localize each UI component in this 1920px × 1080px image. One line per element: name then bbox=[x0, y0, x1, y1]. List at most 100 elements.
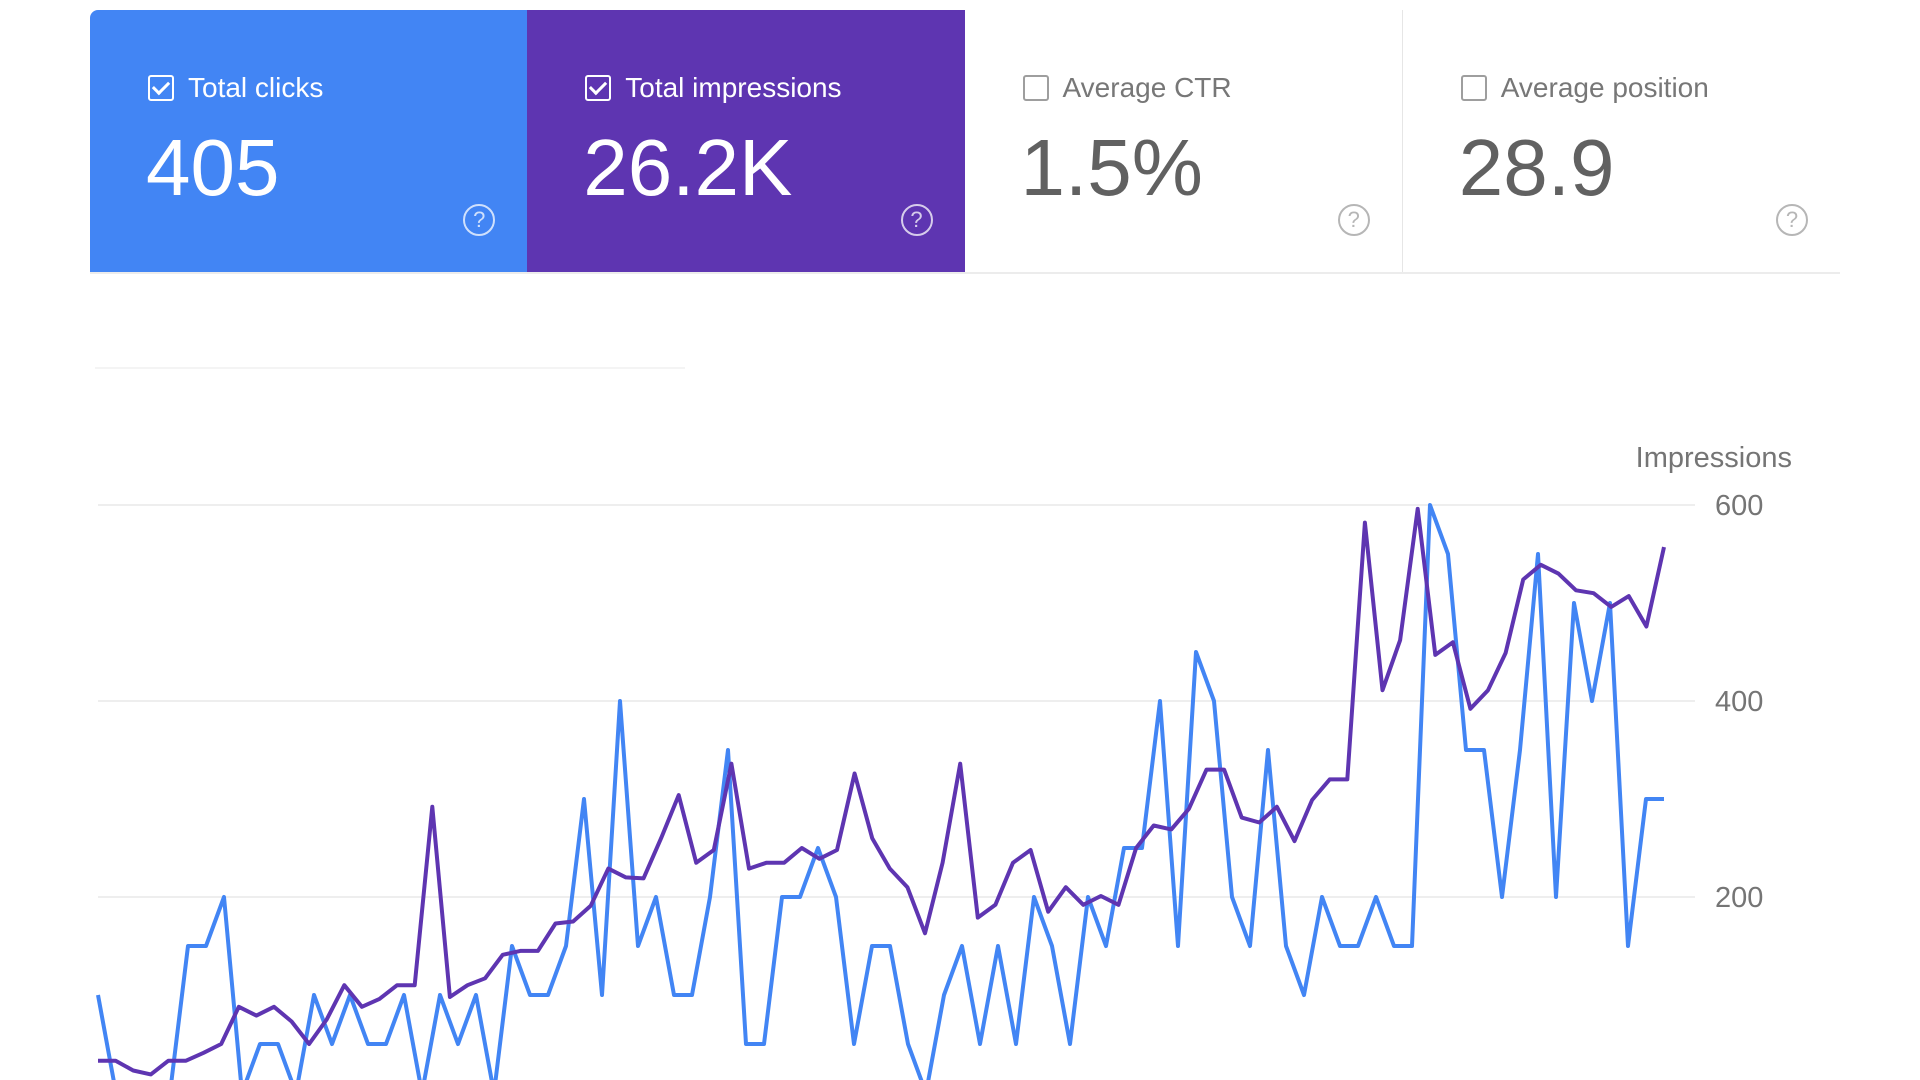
data-point-impressions[interactable] bbox=[549, 917, 561, 929]
data-point-clicks[interactable] bbox=[452, 1038, 464, 1050]
data-point-impressions[interactable] bbox=[462, 979, 474, 991]
checkbox-unchecked-icon[interactable] bbox=[1460, 75, 1487, 101]
data-point-impressions[interactable] bbox=[321, 1014, 333, 1026]
data-point-clicks[interactable] bbox=[1010, 1038, 1022, 1050]
data-point-impressions[interactable] bbox=[1482, 684, 1494, 696]
help-icon[interactable]: ? bbox=[900, 204, 933, 236]
data-point-impressions[interactable] bbox=[954, 758, 966, 770]
data-point-impressions[interactable] bbox=[1588, 587, 1600, 599]
data-point-impressions[interactable] bbox=[162, 1055, 174, 1067]
help-icon[interactable]: ? bbox=[1337, 204, 1370, 236]
data-point-clicks[interactable] bbox=[1046, 940, 1058, 952]
data-point-clicks[interactable] bbox=[182, 940, 194, 952]
data-point-impressions[interactable] bbox=[215, 1038, 227, 1050]
data-point-impressions[interactable] bbox=[268, 1001, 280, 1013]
data-point-clicks[interactable] bbox=[1370, 891, 1382, 903]
data-point-impressions[interactable] bbox=[585, 900, 597, 912]
data-point-impressions[interactable] bbox=[233, 1001, 245, 1013]
data-point-clicks[interactable] bbox=[1658, 793, 1670, 805]
data-point-impressions[interactable] bbox=[1306, 794, 1318, 806]
data-point-impressions[interactable] bbox=[1113, 899, 1125, 911]
data-point-impressions[interactable] bbox=[884, 863, 896, 875]
data-point-clicks[interactable] bbox=[956, 940, 968, 952]
data-point-clicks[interactable] bbox=[1586, 695, 1598, 707]
data-point-clicks[interactable] bbox=[560, 940, 572, 952]
data-point-clicks[interactable] bbox=[668, 989, 680, 1001]
data-point-clicks[interactable] bbox=[218, 891, 230, 903]
data-point-clicks[interactable] bbox=[1064, 1038, 1076, 1050]
data-point-clicks[interactable] bbox=[1406, 940, 1418, 952]
data-point-impressions[interactable] bbox=[532, 945, 544, 957]
data-point-impressions[interactable] bbox=[497, 949, 509, 961]
data-point-clicks[interactable] bbox=[650, 891, 662, 903]
data-point-impressions[interactable] bbox=[1429, 649, 1441, 661]
data-point-clicks[interactable] bbox=[1298, 989, 1310, 1001]
data-point-clicks[interactable] bbox=[1028, 891, 1040, 903]
data-point-clicks[interactable] bbox=[992, 940, 1004, 952]
data-point-impressions[interactable] bbox=[180, 1055, 192, 1067]
data-point-clicks[interactable] bbox=[794, 891, 806, 903]
data-point-clicks[interactable] bbox=[1244, 940, 1256, 952]
data-point-clicks[interactable] bbox=[398, 989, 410, 1001]
data-point-impressions[interactable] bbox=[1218, 764, 1230, 776]
data-point-clicks[interactable] bbox=[1550, 891, 1562, 903]
metric-card-average-position[interactable]: Average position 28.9 ? bbox=[1403, 10, 1840, 272]
data-point-impressions[interactable] bbox=[655, 832, 667, 844]
data-point-clicks[interactable] bbox=[704, 891, 716, 903]
data-point-impressions[interactable] bbox=[1130, 842, 1142, 854]
data-point-clicks[interactable] bbox=[740, 1038, 752, 1050]
data-point-impressions[interactable] bbox=[303, 1038, 315, 1050]
data-point-clicks[interactable] bbox=[1208, 695, 1220, 707]
data-point-clicks[interactable] bbox=[848, 1038, 860, 1050]
data-point-impressions[interactable] bbox=[374, 993, 386, 1005]
data-point-clicks[interactable] bbox=[254, 1038, 266, 1050]
data-point-clicks[interactable] bbox=[866, 940, 878, 952]
data-point-impressions[interactable] bbox=[796, 842, 808, 854]
data-point-impressions[interactable] bbox=[1535, 559, 1547, 571]
data-point-impressions[interactable] bbox=[92, 1055, 104, 1067]
data-point-impressions[interactable] bbox=[919, 927, 931, 939]
data-point-impressions[interactable] bbox=[1570, 584, 1582, 596]
data-point-impressions[interactable] bbox=[761, 857, 773, 869]
data-point-clicks[interactable] bbox=[1172, 940, 1184, 952]
data-point-impressions[interactable] bbox=[620, 871, 632, 883]
data-point-impressions[interactable] bbox=[1271, 801, 1283, 813]
data-point-impressions[interactable] bbox=[1077, 899, 1089, 911]
data-point-clicks[interactable] bbox=[308, 989, 320, 1001]
data-point-impressions[interactable] bbox=[479, 972, 491, 984]
data-point-impressions[interactable] bbox=[145, 1068, 157, 1080]
data-point-clicks[interactable] bbox=[1316, 891, 1328, 903]
data-point-impressions[interactable] bbox=[1412, 503, 1424, 515]
data-point-clicks[interactable] bbox=[1640, 793, 1652, 805]
metric-card-total-impressions[interactable]: Total impressions 26.2K ? bbox=[527, 10, 965, 272]
data-point-clicks[interactable] bbox=[200, 940, 212, 952]
data-point-impressions[interactable] bbox=[725, 758, 737, 770]
data-point-clicks[interactable] bbox=[1388, 940, 1400, 952]
data-point-impressions[interactable] bbox=[972, 912, 984, 924]
data-point-impressions[interactable] bbox=[673, 789, 685, 801]
data-point-impressions[interactable] bbox=[813, 853, 825, 865]
data-point-impressions[interactable] bbox=[250, 1010, 262, 1022]
data-point-clicks[interactable] bbox=[1154, 695, 1166, 707]
data-point-impressions[interactable] bbox=[1025, 844, 1037, 856]
data-point-clicks[interactable] bbox=[902, 1038, 914, 1050]
data-point-clicks[interactable] bbox=[1622, 940, 1634, 952]
data-point-impressions[interactable] bbox=[1500, 647, 1512, 659]
data-point-clicks[interactable] bbox=[1442, 548, 1454, 560]
metric-card-average-ctr[interactable]: Average CTR 1.5% ? bbox=[965, 10, 1403, 272]
data-point-impressions[interactable] bbox=[743, 863, 755, 875]
data-point-impressions[interactable] bbox=[1394, 634, 1406, 646]
data-point-impressions[interactable] bbox=[1042, 906, 1054, 918]
data-point-impressions[interactable] bbox=[127, 1064, 139, 1076]
data-point-impressions[interactable] bbox=[286, 1015, 298, 1027]
data-point-clicks[interactable] bbox=[1190, 646, 1202, 658]
metric-card-total-clicks[interactable]: Total clicks 405 ? bbox=[90, 10, 528, 272]
data-point-impressions[interactable] bbox=[110, 1055, 122, 1067]
data-point-clicks[interactable] bbox=[1352, 940, 1364, 952]
data-point-clicks[interactable] bbox=[812, 842, 824, 854]
data-point-impressions[interactable] bbox=[1007, 857, 1019, 869]
data-point-clicks[interactable] bbox=[434, 989, 446, 1001]
data-point-clicks[interactable] bbox=[884, 940, 896, 952]
checkbox-checked-icon[interactable] bbox=[585, 75, 612, 101]
data-point-impressions[interactable] bbox=[708, 844, 720, 856]
